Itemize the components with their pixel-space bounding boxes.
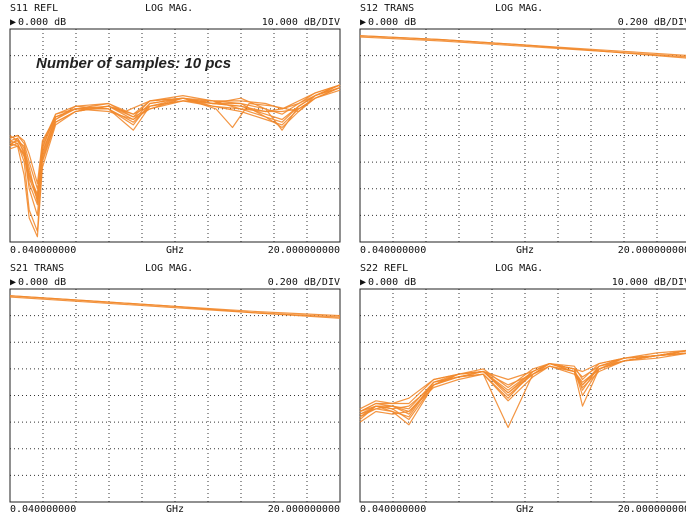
trace-10 [359,352,686,413]
trace-5 [359,349,686,410]
trace-3 [359,35,686,59]
s22-panel: S22 REFL LOG MAG. ▶ 0.000 dB 10.000 dB/D… [359,263,686,515]
trace-8 [359,352,686,415]
plot-frame [9,288,341,503]
panel-title: S12 TRANS [360,3,414,14]
panel-title: S21 TRANS [10,263,64,274]
plot-frame [359,28,686,243]
x-axis-unit: GHz [516,504,534,515]
panel-grid [9,288,341,503]
panel-format: LOG MAG. [495,3,543,14]
s21-panel: S21 TRANS LOG MAG. ▶ 0.000 dB 0.200 dB/D… [9,263,341,515]
trace-3 [9,87,341,203]
reference-marker-icon: ▶ [10,277,16,288]
panel-scale: 10.000 dB/DIV [262,17,340,28]
panel-reference: 0.000 dB [18,277,66,288]
trace-3 [9,295,341,318]
x-axis-unit: GHz [166,504,184,515]
reference-marker-icon: ▶ [360,17,366,28]
panel-format: LOG MAG. [495,263,543,274]
sample-count-annotation: Number of samples: 10 pcs [36,55,231,72]
panel-traces [359,349,686,429]
x-start-label: 0.040000000 [10,504,76,515]
panel-traces [359,35,686,59]
panel-reference: 0.000 dB [18,17,66,28]
panel-title: S22 REFL [360,263,408,274]
panel-reference: 0.000 dB [368,17,416,28]
trace-5 [9,84,341,195]
panel-scale: 0.200 dB/DIV [268,277,340,288]
x-start-label: 0.040000000 [360,245,426,256]
x-stop-label: 20.000000000 [268,504,340,515]
panel-format: LOG MAG. [145,263,193,274]
panel-traces [9,295,341,319]
x-start-label: 0.040000000 [10,245,76,256]
reference-marker-icon: ▶ [10,17,16,28]
x-stop-label: 20.000000000 [618,245,686,256]
panel-grid [359,288,686,503]
trace-10 [9,84,341,198]
trace-6 [359,352,686,423]
panel-grid [359,28,686,243]
x-axis-unit: GHz [516,245,534,256]
panel-scale: 10.000 dB/DIV [612,277,686,288]
x-stop-label: 20.000000000 [618,504,686,515]
plot-frame [359,288,686,503]
panel-reference: 0.000 dB [368,277,416,288]
panel-format: LOG MAG. [145,3,193,14]
x-stop-label: 20.000000000 [268,245,340,256]
trace-9 [9,89,341,200]
s11-panel: S11 REFL LOG MAG. ▶ 0.000 dB 10.000 dB/D… [9,3,341,256]
s12-panel: S12 TRANS LOG MAG. ▶ 0.000 dB 0.200 dB/D… [359,3,686,256]
reference-marker-icon: ▶ [360,277,366,288]
trace-8 [9,87,341,206]
x-axis-unit: GHz [166,245,184,256]
panel-scale: 0.200 dB/DIV [618,17,686,28]
x-start-label: 0.040000000 [360,504,426,515]
trace-6 [9,87,341,238]
panel-title: S11 REFL [10,3,58,14]
panel-traces [9,84,341,238]
